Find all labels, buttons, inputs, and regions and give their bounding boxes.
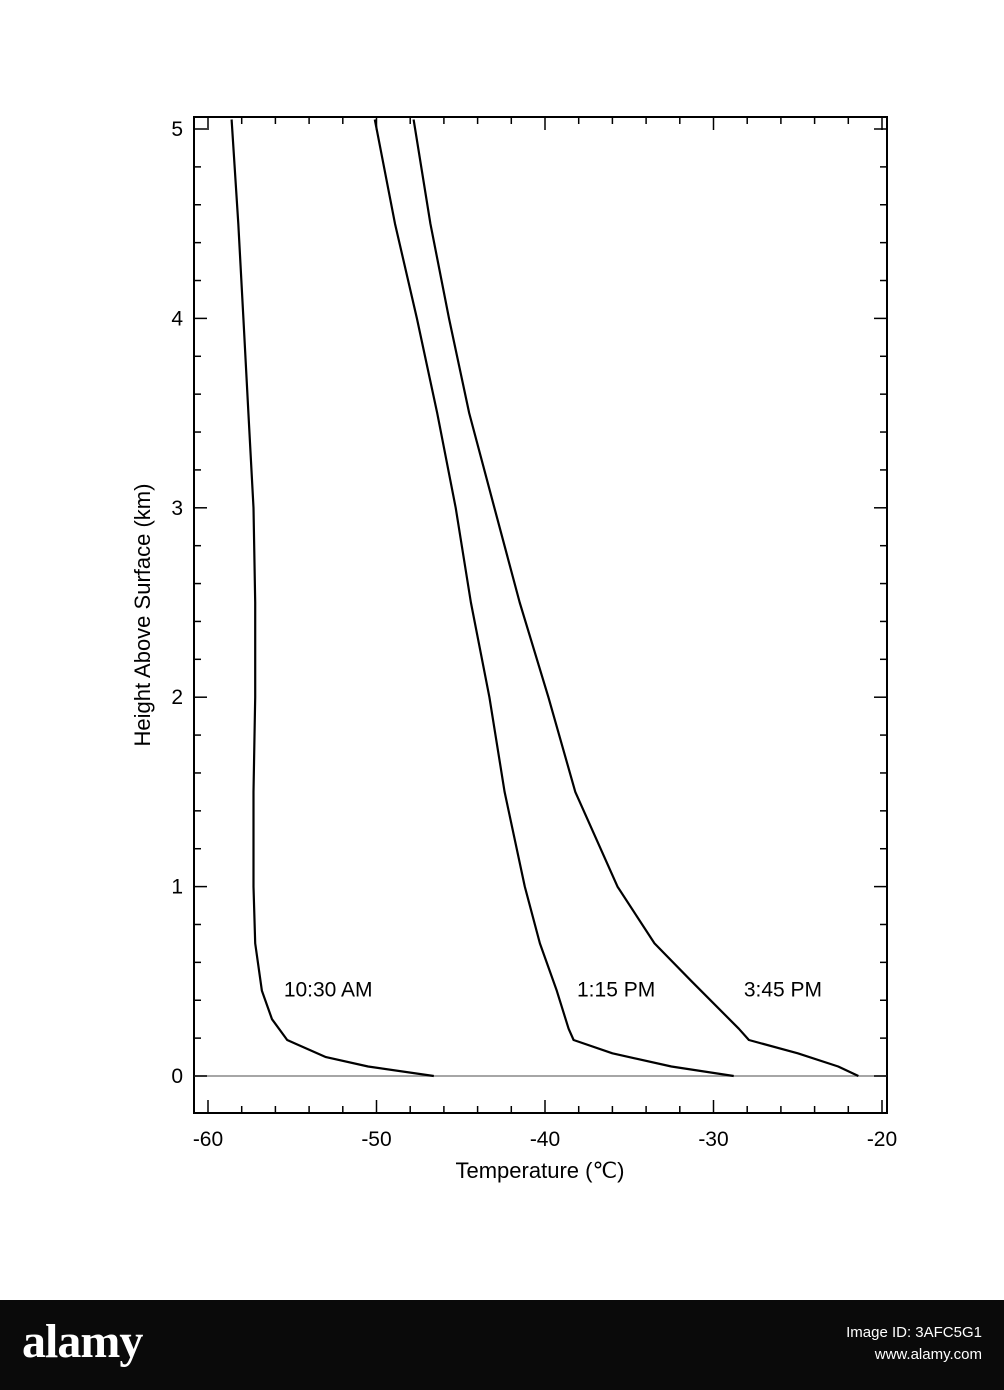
curve-label: 3:45 PM (744, 978, 822, 1001)
x-tick-label: -20 (867, 1128, 897, 1151)
plot-frame (193, 116, 888, 1114)
y-tick-label: 0 (171, 1065, 183, 1088)
watermark-footer: alamy Image ID: 3AFC5G1 www.alamy.com (0, 1300, 1004, 1390)
x-axis-label: Temperature (℃) (456, 1158, 625, 1183)
temperature-profile-chart: -60 -50 -40 -30 -20 0 1 2 3 4 5 10:30 AM 1:15 PM 3:… (130, 116, 897, 1183)
axis-ticks (194, 117, 887, 1113)
x-tick-label: -60 (193, 1128, 223, 1151)
series-line (373, 119, 734, 1078)
y-tick-labels: 0 1 2 3 4 5 (171, 118, 183, 1088)
y-tick-label: 5 (171, 118, 183, 141)
curve-labels: 10:30 AM 1:15 PM 3:45 PM (284, 978, 822, 1001)
footer-info: Image ID: 3AFC5G1 www.alamy.com (846, 1322, 982, 1366)
image-id-text: Image ID: 3AFC5G1 (846, 1324, 982, 1341)
series-lines (230, 119, 859, 1078)
site-url: www.alamy.com (874, 1346, 982, 1363)
y-axis-label: Height Above Surface (km) (130, 484, 155, 747)
series-line (412, 119, 859, 1077)
y-tick-label: 1 (171, 876, 183, 899)
x-tick-label: -50 (361, 1128, 391, 1151)
x-tick-label: -40 (530, 1128, 560, 1151)
footer-logo: alamy (22, 1315, 143, 1368)
x-tick-labels: -60 -50 -40 -30 -20 (193, 1128, 897, 1151)
y-tick-label: 4 (171, 307, 183, 330)
series-line (230, 119, 434, 1078)
y-tick-label: 3 (171, 497, 183, 520)
y-tick-label: 2 (171, 686, 183, 709)
curve-label: 10:30 AM (284, 978, 373, 1001)
curve-label: 1:15 PM (577, 978, 655, 1001)
x-tick-label: -30 (698, 1128, 728, 1151)
